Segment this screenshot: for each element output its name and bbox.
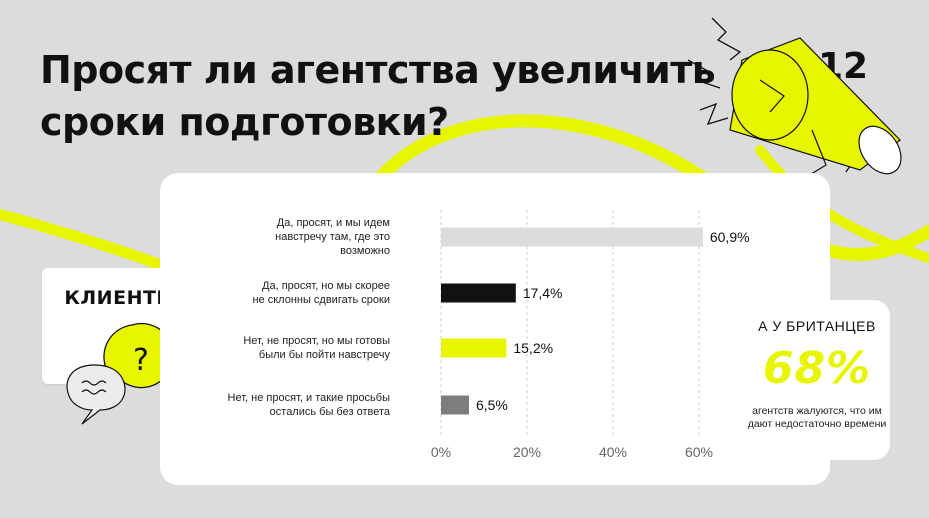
bar — [441, 227, 703, 247]
x-tick-label: 0% — [431, 444, 451, 460]
bar-value-label: 17,4% — [523, 285, 563, 301]
bar-value-label: 6,5% — [476, 397, 508, 413]
chart-card — [160, 173, 830, 485]
x-tick-label: 40% — [599, 444, 627, 460]
britain-value: 68% — [762, 343, 872, 394]
britain-card — [744, 300, 890, 460]
bar — [441, 395, 469, 415]
bar-value-label: 15,2% — [513, 340, 553, 356]
category-label: Да, просят, но мы скорее не склонны сдвиг… — [252, 280, 390, 306]
britain-title: А У БРИТАНЦЕВ — [758, 318, 876, 334]
x-tick-label: 20% — [513, 444, 541, 460]
bar — [441, 283, 516, 303]
clients-label: КЛИЕНТЫ — [64, 287, 177, 309]
x-tick-label: 60% — [685, 444, 713, 460]
category-label: Нет, не просят, но мы готовы были бы пойт… — [243, 335, 390, 361]
bar — [441, 338, 507, 358]
yellow-ribbon-left — [0, 208, 181, 276]
svg-text:?: ? — [133, 343, 149, 378]
page-title: Просят ли агентства увеличить сроки подг… — [40, 48, 716, 144]
category-label: Да, просят, и мы идем навстречу там, где … — [275, 217, 390, 257]
britain-description: агентств жалуются, что им дают недостато… — [747, 405, 887, 430]
bar-value-label: 60,9% — [710, 229, 750, 245]
category-label: Нет, не просят, и такие просьбы остались … — [227, 392, 390, 418]
